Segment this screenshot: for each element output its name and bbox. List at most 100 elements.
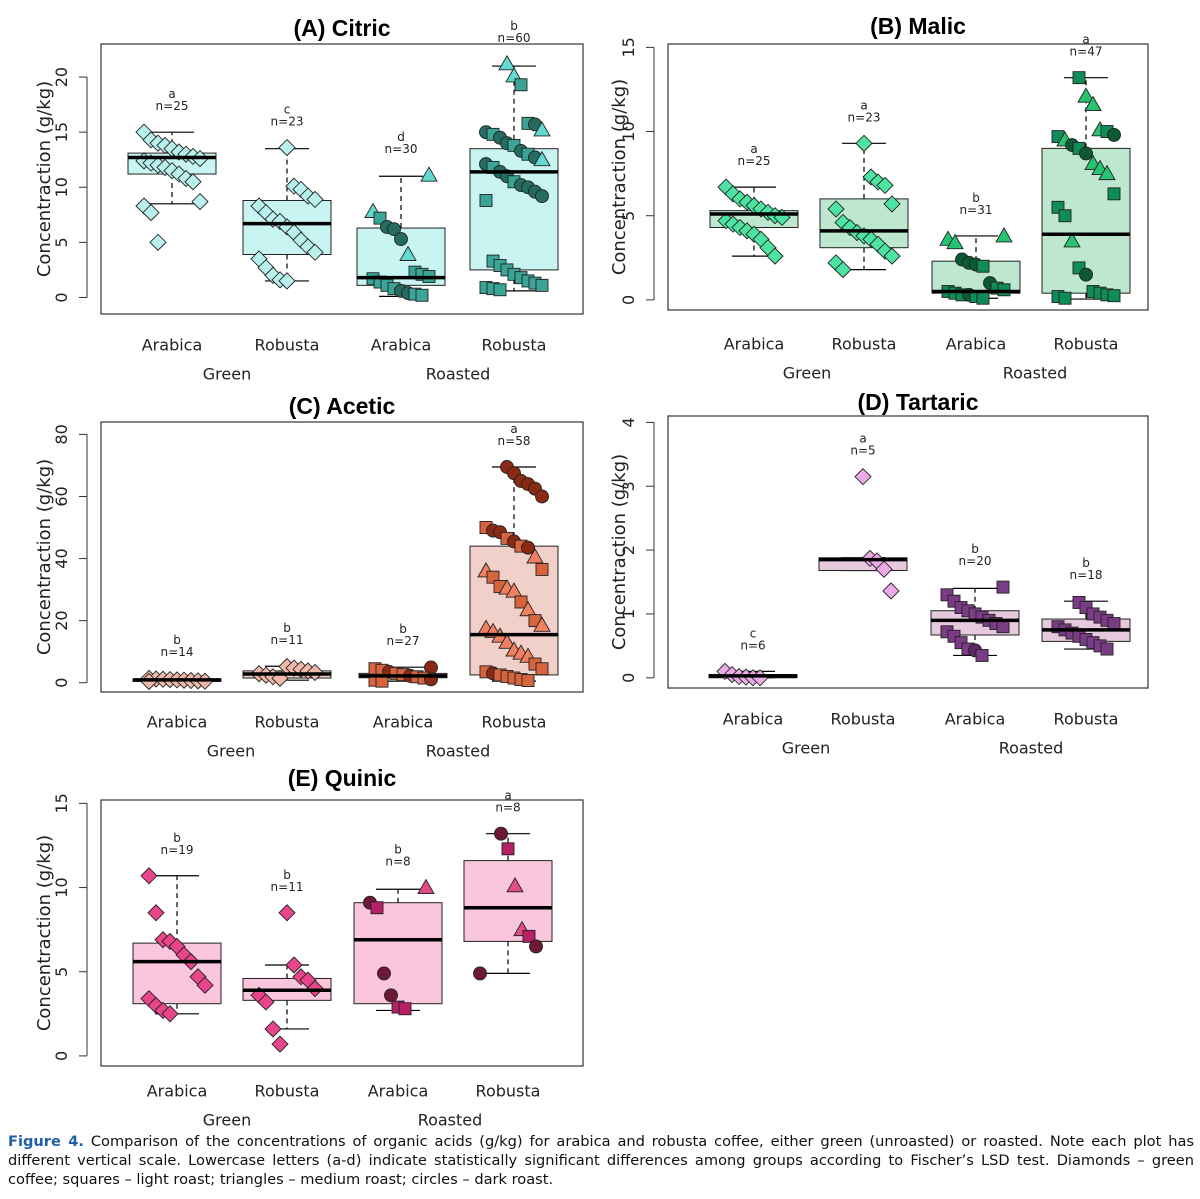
box-group: an=58: [469, 422, 559, 687]
data-point: [399, 245, 417, 261]
plot-frame: [100, 43, 584, 315]
data-point: [1058, 291, 1072, 305]
data-point: [535, 189, 549, 204]
x-group-label: Green: [207, 742, 255, 761]
data-point: [1107, 617, 1121, 630]
significance-letter: b: [173, 831, 181, 845]
data-point: [533, 121, 551, 137]
data-point: [975, 648, 989, 662]
data-point: [1063, 232, 1081, 248]
data-point: [278, 904, 296, 922]
data-point: [1107, 187, 1121, 201]
x-category-label: Arabica: [142, 336, 203, 355]
data-point: [1100, 642, 1114, 656]
x-category-label: Robusta: [255, 1082, 320, 1101]
data-point: [834, 260, 852, 279]
significance-letter: b: [283, 621, 291, 635]
sample-size-label: n=30: [385, 142, 418, 156]
box-group: an=25: [709, 142, 799, 265]
panel-A: (A) Citric Concentraction (g/kg) 0 5 10 15 20 a…: [34, 15, 584, 384]
data-point: [521, 540, 535, 555]
sample-size-label: n=20: [959, 554, 992, 568]
y-axis-label: Concentraction (g/kg): [34, 835, 55, 1031]
data-point: [184, 173, 202, 191]
data-point: [522, 929, 536, 943]
x-category-label: Robusta: [482, 713, 547, 732]
data-point: [479, 194, 493, 207]
data-point: [1072, 71, 1086, 85]
data-point: [191, 192, 209, 211]
box-group: bn=31: [931, 191, 1021, 305]
significance-letter: a: [750, 142, 757, 156]
data-point: [855, 134, 873, 152]
data-point: [526, 548, 544, 564]
y-axis-label: Concentraction (g/kg): [34, 459, 55, 655]
y-tick-label: 1: [619, 609, 638, 619]
data-point: [533, 616, 551, 632]
x-category-label: Robusta: [476, 1082, 541, 1101]
data-point: [377, 966, 391, 981]
data-point: [415, 288, 429, 302]
significance-letter: b: [394, 843, 402, 857]
sample-size-label: n=18: [1070, 568, 1103, 582]
x-group-label: Green: [203, 1111, 251, 1130]
data-point: [278, 272, 296, 290]
significance-letter: a: [860, 98, 867, 112]
x-group-label: Green: [782, 739, 830, 758]
significance-letter: b: [971, 542, 979, 556]
data-point: [498, 54, 516, 71]
sample-size-label: n=47: [1070, 45, 1103, 59]
box-group: bn=60: [469, 19, 559, 297]
x-category-label: Robusta: [255, 336, 320, 355]
x-category-label: Arabica: [724, 335, 785, 354]
figure-caption: Figure 4. Comparison of the concentratio…: [8, 1132, 1194, 1189]
significance-letter: b: [173, 633, 181, 647]
data-point: [473, 966, 487, 981]
significance-letter: a: [510, 422, 517, 436]
sample-size-label: n=31: [960, 203, 993, 217]
plot-frame: [100, 421, 584, 693]
x-group-label: Roasted: [418, 1111, 483, 1130]
x-category-label: Robusta: [482, 336, 547, 355]
sample-size-label: n=5: [850, 444, 875, 458]
x-category-label: Arabica: [371, 336, 432, 355]
data-point: [501, 842, 515, 856]
plot-frame: [667, 43, 1149, 311]
data-point: [506, 876, 524, 893]
data-point: [514, 78, 528, 92]
data-point: [766, 247, 784, 265]
box-group: bn=11: [242, 621, 332, 687]
panel-C: (C) Acetic Concentraction (g/kg) 0 20 40 60 80…: [34, 393, 584, 761]
data-point: [140, 867, 158, 885]
data-point: [498, 633, 516, 649]
data-point: [417, 878, 435, 894]
significance-letter: b: [283, 868, 291, 882]
y-tick-label: 80: [52, 424, 71, 444]
data-point: [1107, 127, 1121, 142]
y-tick-label: 0: [52, 678, 71, 688]
data-point: [196, 976, 214, 994]
y-tick-label: 10: [52, 877, 71, 897]
x-category-label: Arabica: [373, 713, 434, 732]
data-point: [1079, 146, 1093, 161]
data-point: [883, 195, 901, 213]
data-point: [384, 988, 398, 1003]
sample-size-label: n=60: [498, 31, 531, 45]
sample-size-label: n=6: [740, 638, 765, 652]
x-category-label: Arabica: [147, 713, 208, 732]
y-tick-label: 20: [52, 67, 71, 87]
data-point: [976, 291, 990, 305]
data-point: [976, 259, 990, 273]
significance-letter: c: [284, 103, 291, 117]
significance-letter: b: [1082, 556, 1090, 570]
data-point: [394, 232, 408, 247]
sample-size-label: n=11: [271, 633, 304, 647]
data-point: [370, 901, 384, 915]
box-group: cn=6: [708, 626, 798, 687]
data-point: [147, 904, 165, 922]
y-tick-label: 5: [52, 237, 71, 247]
x-group-label: Green: [203, 365, 251, 384]
sample-size-label: n=25: [156, 99, 189, 113]
panel-title: (B) Malic: [870, 13, 966, 39]
